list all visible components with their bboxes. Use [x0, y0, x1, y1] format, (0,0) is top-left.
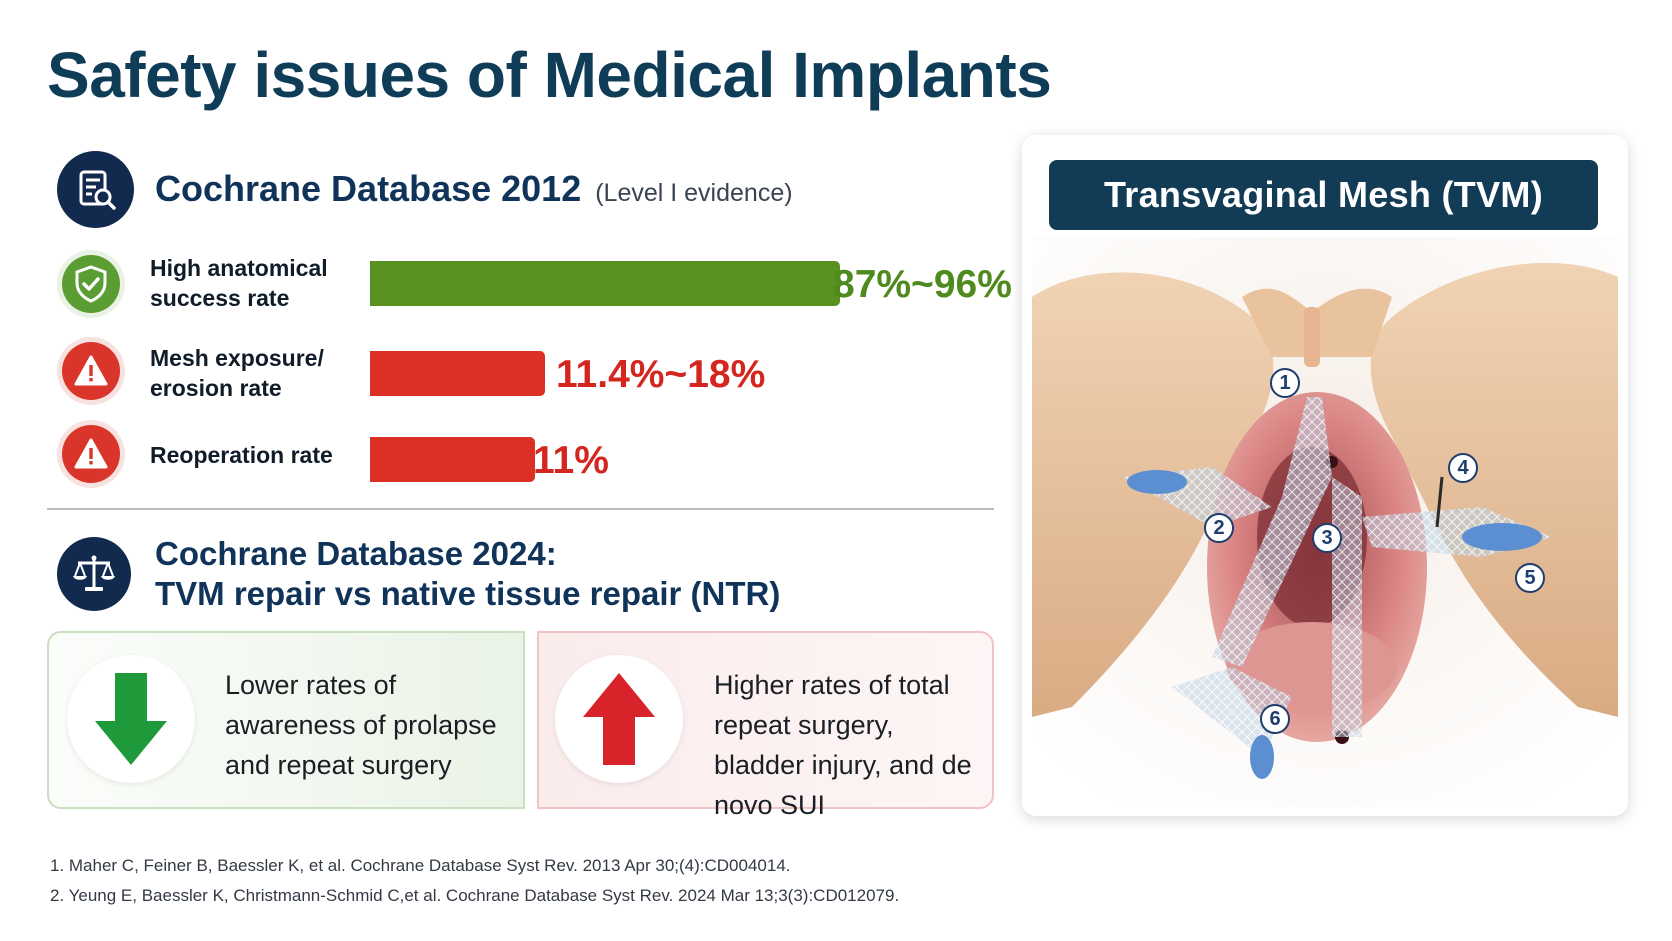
reference-2: 2. Yeung E, Baessler K, Christmann-Schmi…: [50, 886, 900, 905]
section-divider: [47, 508, 994, 510]
warning-triangle-icon: [57, 420, 125, 488]
tvm-image-card: Transvaginal Mesh (TVM): [1022, 135, 1628, 816]
compare-lower-box: Lower rates of awareness of prolapse and…: [47, 631, 525, 809]
warning-triangle-icon: [57, 337, 125, 405]
section2-title-line2: TVM repair vs native tissue repair (NTR): [155, 575, 781, 612]
section2-title-line1: Cochrane Database 2024:: [155, 535, 557, 572]
marker-3: 3: [1312, 523, 1342, 553]
document-search-icon: [57, 151, 134, 228]
row-label-mesh-exposure: Mesh exposure/ erosion rate: [150, 345, 324, 401]
compare-higher-text: Higher rates of total repeat surgery, bl…: [714, 670, 972, 820]
bar-reoperation: [370, 437, 535, 482]
bar-mesh-exposure: [370, 351, 545, 396]
bar-success: [370, 261, 840, 306]
marker-1: 1: [1270, 368, 1300, 398]
bar-value-reoperation: 11%: [533, 439, 609, 482]
tvm-banner: Transvaginal Mesh (TVM): [1049, 160, 1598, 230]
section1-title: Cochrane Database 2012: [155, 168, 582, 209]
shield-check-icon: [57, 250, 125, 318]
pelvis-mesh-illustration: [1032, 237, 1618, 807]
page-title: Safety issues of Medical Implants: [47, 39, 1052, 111]
arrow-up-icon: [555, 655, 683, 783]
bar-value-success: 87%~96%: [833, 263, 1012, 306]
marker-5: 5: [1515, 563, 1545, 593]
compare-lower-text: Lower rates of awareness of prolapse and…: [225, 670, 497, 780]
balance-scale-icon: [57, 537, 131, 611]
marker-2: 2: [1204, 513, 1234, 543]
compare-higher-box: Higher rates of total repeat surgery, bl…: [537, 631, 994, 820]
bar-value-mesh-exposure: 11.4%~18%: [556, 353, 766, 396]
reference-1: 1. Maher C, Feiner B, Baessler K, et al.…: [50, 856, 791, 875]
section1-header: Cochrane Database 2012 (Level I evidence…: [155, 168, 793, 210]
section2-title: Cochrane Database 2024: TVM repair vs na…: [155, 534, 780, 614]
section1-subtitle: (Level I evidence): [595, 179, 793, 207]
marker-6: 6: [1260, 704, 1290, 734]
row-label-success: High anatomical success rate: [150, 255, 328, 311]
marker-4: 4: [1448, 453, 1478, 483]
arrow-down-icon: [67, 655, 195, 783]
row-label-reoperation: Reoperation rate: [150, 442, 333, 468]
